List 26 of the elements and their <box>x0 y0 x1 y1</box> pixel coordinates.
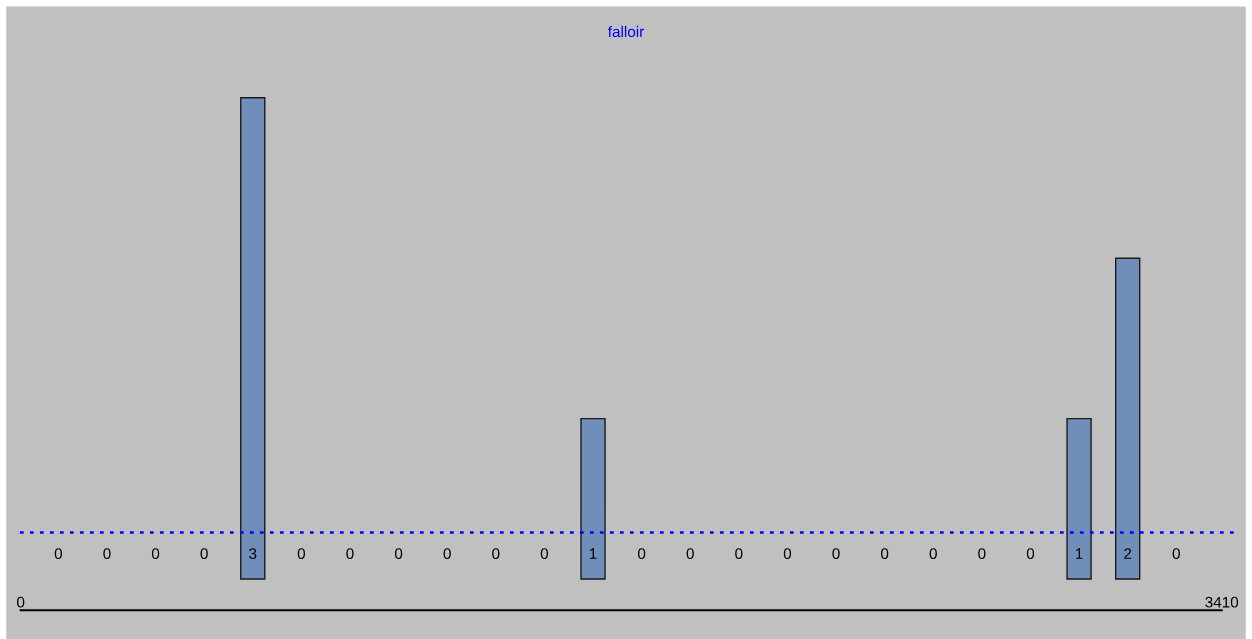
data-label: 0 <box>735 548 743 560</box>
data-label: 0 <box>297 548 306 560</box>
data-label: 0 <box>151 548 160 560</box>
data-label: 0 <box>978 548 986 560</box>
data-label: 0 <box>783 548 792 560</box>
data-label: 0 <box>394 548 403 560</box>
data-label: 2 <box>1124 548 1132 559</box>
data-label: 0 <box>929 548 937 560</box>
data-label: 3 <box>249 548 257 560</box>
data-label: 0 <box>832 548 840 560</box>
data-label: 0 <box>881 548 889 560</box>
data-label: 0 <box>1026 548 1035 560</box>
data-label: 1 <box>1075 548 1083 559</box>
data-label: 0 <box>443 548 451 560</box>
data-label: 0 <box>54 548 63 560</box>
data-label: 0 <box>686 548 694 560</box>
data-label: 0 <box>200 548 208 560</box>
x-tick-label: 3410 <box>1205 596 1239 608</box>
chart-title: falloir <box>607 25 644 38</box>
data-label: 0 <box>103 548 111 560</box>
data-label: 0 <box>540 548 549 560</box>
data-label: 0 <box>346 548 354 560</box>
data-label: 0 <box>637 548 646 560</box>
data-label: 1 <box>589 548 597 559</box>
data-label: 0 <box>492 548 500 560</box>
data-label: 0 <box>1172 548 1180 560</box>
